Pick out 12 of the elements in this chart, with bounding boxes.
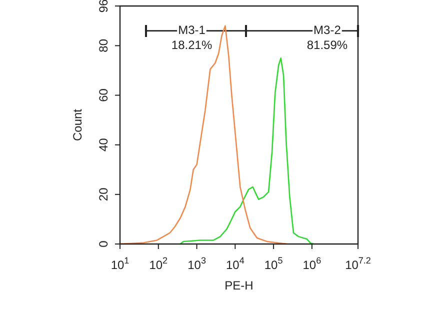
y-tick-label: 60 bbox=[96, 88, 110, 102]
annotation: 81.59% bbox=[306, 38, 348, 52]
annotation: 18.21% bbox=[171, 38, 212, 52]
y-tick-label: 0 bbox=[96, 240, 110, 248]
x-axis-title: PE-H bbox=[224, 278, 254, 292]
annotation: M3-1 bbox=[178, 23, 206, 38]
y-tick-label: 40 bbox=[96, 138, 110, 152]
y-axis-title: Count bbox=[70, 108, 84, 142]
y-tick-label: 96 bbox=[96, 0, 110, 13]
y-tick-label: 20 bbox=[96, 187, 110, 202]
annotation: M3-2 bbox=[314, 23, 342, 38]
y-tick-label: 80 bbox=[96, 38, 110, 52]
